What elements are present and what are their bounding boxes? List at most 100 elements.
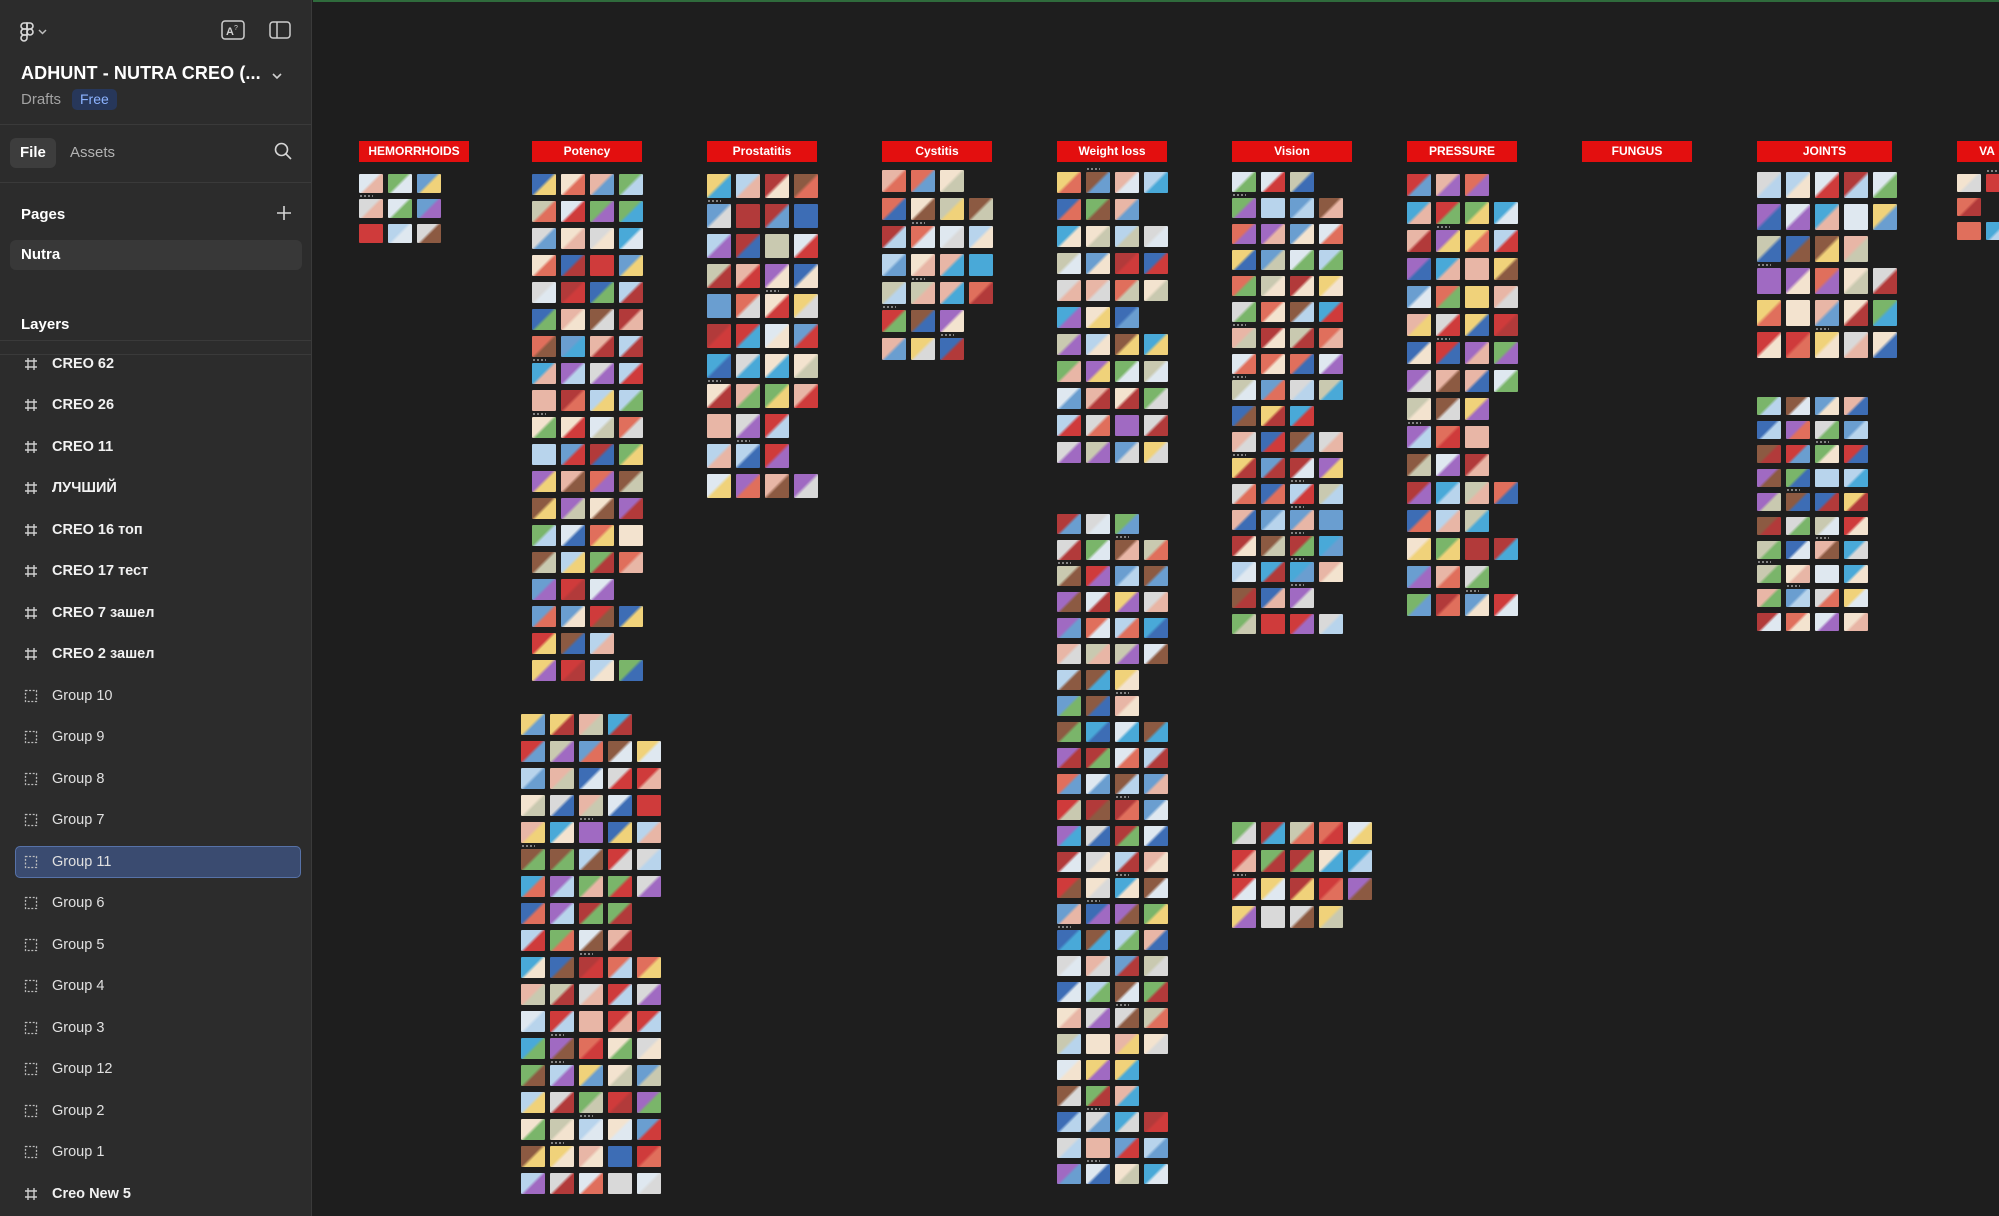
tab-file[interactable]: File — [10, 138, 56, 168]
creative-thumbnail[interactable] — [1844, 204, 1868, 230]
creative-thumbnail[interactable] — [417, 224, 441, 243]
creative-thumbnail[interactable] — [707, 294, 731, 318]
creative-thumbnail[interactable] — [1086, 226, 1110, 247]
creative-thumbnail[interactable] — [561, 228, 585, 249]
creative-thumbnail[interactable] — [550, 1092, 574, 1113]
creative-thumbnail[interactable] — [1319, 224, 1343, 244]
creative-thumbnail[interactable] — [550, 1146, 574, 1167]
creative-thumbnail[interactable] — [1465, 230, 1489, 252]
creative-thumbnail[interactable] — [608, 876, 632, 897]
creative-thumbnail[interactable] — [359, 199, 383, 218]
creative-thumbnail[interactable] — [590, 174, 614, 195]
creative-thumbnail[interactable] — [1057, 226, 1081, 247]
creative-thumbnail[interactable] — [1144, 442, 1168, 463]
creative-thumbnail[interactable] — [1786, 613, 1810, 631]
creative-thumbnail[interactable] — [1348, 850, 1372, 872]
creative-thumbnail[interactable] — [1232, 198, 1256, 218]
creative-thumbnail[interactable] — [561, 417, 585, 438]
creative-thumbnail[interactable] — [882, 338, 906, 360]
creative-thumbnail[interactable] — [1086, 415, 1110, 436]
creative-thumbnail[interactable] — [1786, 300, 1810, 326]
creative-thumbnail[interactable] — [882, 198, 906, 220]
creative-thumbnail[interactable] — [1261, 224, 1285, 244]
creative-thumbnail[interactable] — [1057, 800, 1081, 820]
creative-thumbnail[interactable] — [561, 525, 585, 546]
creative-thumbnail[interactable] — [619, 336, 643, 357]
creative-thumbnail[interactable] — [1115, 1138, 1139, 1158]
creative-thumbnail[interactable] — [619, 606, 643, 627]
creative-thumbnail[interactable] — [882, 254, 906, 276]
creative-thumbnail[interactable] — [1844, 589, 1868, 607]
creative-thumbnail[interactable] — [1290, 354, 1314, 374]
creative-thumbnail[interactable] — [736, 204, 760, 228]
creative-thumbnail[interactable] — [1757, 204, 1781, 230]
creative-thumbnail[interactable] — [579, 741, 603, 762]
creative-thumbnail[interactable] — [1465, 482, 1489, 504]
creative-thumbnail[interactable] — [1144, 388, 1168, 409]
creative-thumbnail[interactable] — [1232, 536, 1256, 556]
creative-thumbnail[interactable] — [1407, 286, 1431, 308]
creative-thumbnail[interactable] — [590, 579, 614, 600]
creative-thumbnail[interactable] — [1407, 174, 1431, 196]
creative-thumbnail[interactable] — [1815, 565, 1839, 583]
creative-thumbnail[interactable] — [736, 264, 760, 288]
creative-thumbnail[interactable] — [1757, 445, 1781, 463]
creative-thumbnail[interactable] — [359, 174, 383, 193]
creative-thumbnail[interactable] — [1086, 388, 1110, 409]
creative-thumbnail[interactable] — [1057, 540, 1081, 560]
creative-thumbnail[interactable] — [940, 282, 964, 304]
creative-thumbnail[interactable] — [1086, 644, 1110, 664]
creative-thumbnail[interactable] — [1086, 826, 1110, 846]
layer-item[interactable]: CREO 11 — [0, 426, 311, 468]
creative-thumbnail[interactable] — [1057, 253, 1081, 274]
creative-thumbnail[interactable] — [561, 579, 585, 600]
creative-thumbnail[interactable] — [579, 903, 603, 924]
creative-thumbnail[interactable] — [561, 633, 585, 654]
creative-thumbnail[interactable] — [1115, 361, 1139, 382]
creative-thumbnail[interactable] — [1494, 230, 1518, 252]
creative-thumbnail[interactable] — [1815, 445, 1839, 463]
creative-thumbnail[interactable] — [590, 444, 614, 465]
creative-thumbnail[interactable] — [608, 795, 632, 816]
creative-thumbnail[interactable] — [940, 198, 964, 220]
creative-thumbnail[interactable] — [1465, 202, 1489, 224]
creative-thumbnail[interactable] — [590, 417, 614, 438]
creative-thumbnail[interactable] — [1815, 236, 1839, 262]
creative-thumbnail[interactable] — [1290, 878, 1314, 900]
creative-thumbnail[interactable] — [1086, 670, 1110, 690]
creative-thumbnail[interactable] — [1115, 280, 1139, 301]
creative-thumbnail[interactable] — [1232, 302, 1256, 322]
creative-thumbnail[interactable] — [1757, 332, 1781, 358]
creative-thumbnail[interactable] — [1232, 354, 1256, 374]
creative-thumbnail[interactable] — [359, 224, 383, 243]
creative-thumbnail[interactable] — [532, 660, 556, 681]
creative-thumbnail[interactable] — [1757, 541, 1781, 559]
creative-thumbnail[interactable] — [1319, 432, 1343, 452]
creative-thumbnail[interactable] — [1057, 1164, 1081, 1184]
creative-thumbnail[interactable] — [1494, 286, 1518, 308]
creative-thumbnail[interactable] — [736, 414, 760, 438]
creative-thumbnail[interactable] — [1290, 536, 1314, 556]
creative-thumbnail[interactable] — [1786, 421, 1810, 439]
creative-thumbnail[interactable] — [532, 579, 556, 600]
creative-thumbnail[interactable] — [550, 903, 574, 924]
creative-thumbnail[interactable] — [590, 336, 614, 357]
creative-thumbnail[interactable] — [1232, 850, 1256, 872]
creative-thumbnail[interactable] — [1407, 370, 1431, 392]
creative-thumbnail[interactable] — [1115, 774, 1139, 794]
creative-thumbnail[interactable] — [765, 444, 789, 468]
creative-thumbnail[interactable] — [561, 309, 585, 330]
creative-thumbnail[interactable] — [1407, 538, 1431, 560]
creative-thumbnail[interactable] — [1115, 1008, 1139, 1028]
creative-thumbnail[interactable] — [521, 1119, 545, 1140]
creative-thumbnail[interactable] — [1144, 800, 1168, 820]
tab-assets[interactable]: Assets — [70, 144, 116, 161]
creative-thumbnail[interactable] — [1319, 328, 1343, 348]
creative-thumbnail[interactable] — [579, 795, 603, 816]
creative-thumbnail[interactable] — [521, 876, 545, 897]
creative-thumbnail[interactable] — [940, 170, 964, 192]
creative-thumbnail[interactable] — [1261, 250, 1285, 270]
creative-thumbnail[interactable] — [521, 957, 545, 978]
creative-thumbnail[interactable] — [1757, 236, 1781, 262]
creative-thumbnail[interactable] — [1232, 822, 1256, 844]
